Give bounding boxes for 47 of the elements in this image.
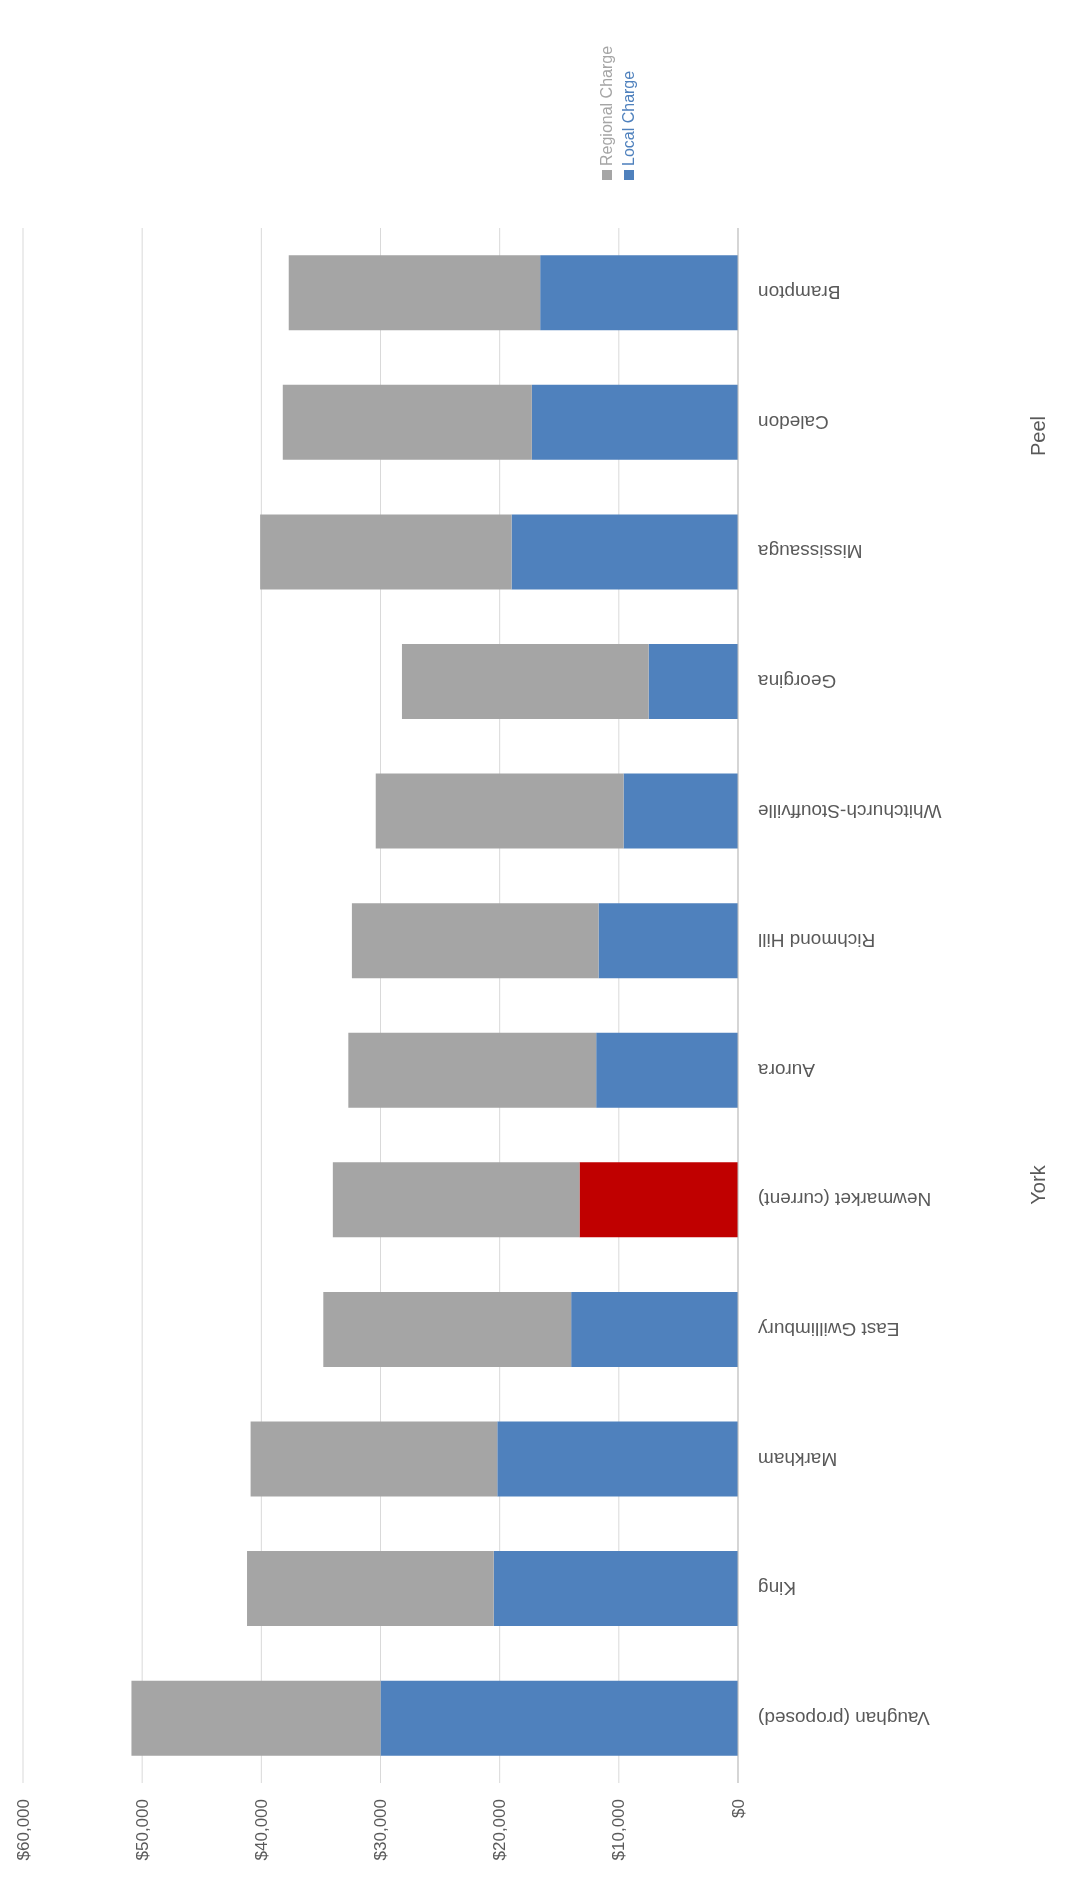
x-tick-label: $50,000 [132,1799,152,1861]
bar [540,255,738,331]
bar [348,1032,597,1108]
x-tick-label: $30,000 [371,1799,390,1861]
y-tick-label: Markham [758,1448,838,1470]
text: Peel [1026,414,1050,458]
bar [380,1680,738,1756]
x-tick-label: $60,000 [13,1799,33,1861]
bar [247,1551,494,1627]
x-tick-label: $10,000 [609,1799,629,1861]
bar [250,1421,498,1497]
bar [497,1421,738,1497]
text: Regional Charge [598,45,616,166]
bar [623,773,738,849]
y-tick-label: Georgina [757,671,837,693]
bar [598,903,738,979]
x-tick-label: $20,000 [490,1799,510,1861]
bar [323,1291,572,1367]
y-tick-label: Vaughan (proposed) [758,1707,930,1729]
x-tick-label: $40,000 [251,1799,271,1861]
y-tick-label: Brampton [758,282,841,304]
y-tick-label: Newmarket (current) [758,1189,932,1211]
bar [131,1680,381,1756]
y-tick-label: Whitchurch-Stouffville [758,800,942,822]
y-tick-label: Richmond Hill [758,930,876,952]
bar [596,1032,738,1108]
y-tick-label: Mississauga [757,541,863,563]
bar [579,1162,738,1238]
bar [332,1162,580,1238]
bar [288,255,541,331]
bar [493,1551,738,1627]
y-tick-label: Caledon [758,411,829,433]
bar [282,384,532,460]
bar [401,643,649,719]
x-tick-label: $0 [728,1799,748,1818]
y-tick-label: King [758,1578,797,1600]
y-tick-label: Aurora [757,1059,816,1081]
bar [531,384,738,460]
bar [648,643,738,719]
y-tick-label: East Gwillimbury [757,1318,900,1340]
text: Local Charge [620,70,638,166]
bar [260,514,512,590]
bar [571,1291,738,1367]
bar [511,514,738,590]
text: York [1026,1163,1050,1207]
bar [375,773,624,849]
bar [351,903,599,979]
